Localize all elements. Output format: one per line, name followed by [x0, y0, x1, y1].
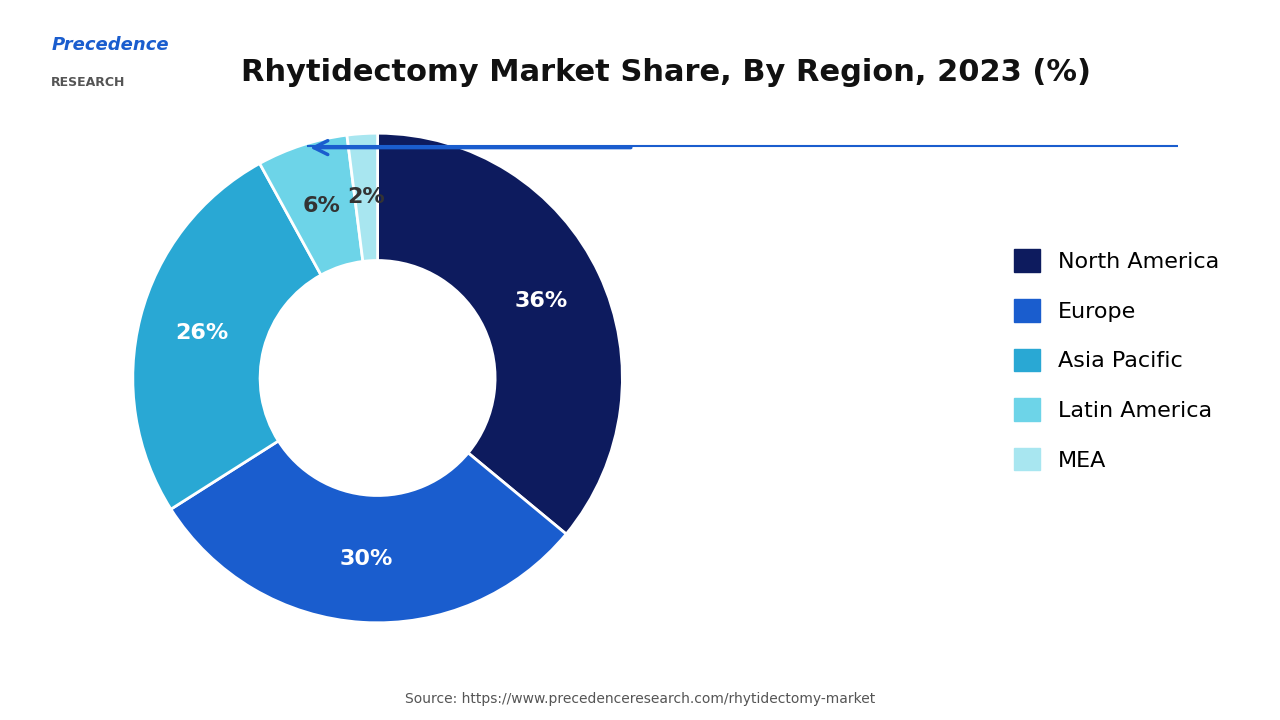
Wedge shape — [172, 441, 566, 623]
Legend: North America, Europe, Asia Pacific, Latin America, MEA: North America, Europe, Asia Pacific, Lat… — [1002, 238, 1230, 482]
Wedge shape — [347, 133, 378, 261]
Text: Precedence: Precedence — [51, 36, 169, 54]
Wedge shape — [378, 133, 622, 534]
Text: RESEARCH: RESEARCH — [51, 76, 125, 89]
Text: 2%: 2% — [347, 187, 385, 207]
Text: Source: https://www.precedenceresearch.com/rhytidectomy-market: Source: https://www.precedenceresearch.c… — [404, 692, 876, 706]
Text: 6%: 6% — [302, 196, 340, 216]
Text: 36%: 36% — [515, 291, 568, 311]
Text: 30%: 30% — [339, 549, 393, 569]
Text: 26%: 26% — [175, 323, 229, 343]
Text: Rhytidectomy Market Share, By Region, 2023 (%): Rhytidectomy Market Share, By Region, 20… — [241, 58, 1091, 86]
Wedge shape — [260, 135, 362, 275]
Wedge shape — [133, 163, 321, 509]
